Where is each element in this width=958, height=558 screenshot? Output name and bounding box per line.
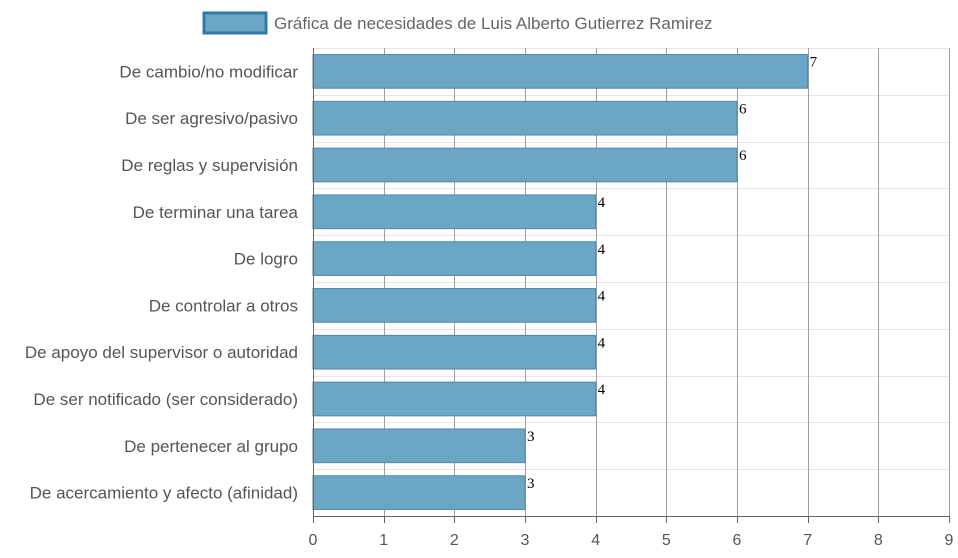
bar <box>312 100 738 136</box>
bar <box>312 147 738 183</box>
x-tick-label: 0 <box>309 532 318 549</box>
data-label: 4 <box>598 195 606 211</box>
data-label: 4 <box>598 382 606 398</box>
bar <box>312 241 597 276</box>
chart-bars <box>312 54 809 510</box>
bar <box>312 194 597 230</box>
data-label: 6 <box>739 101 747 117</box>
bar <box>312 288 597 323</box>
bar <box>312 428 526 464</box>
x-tick-label: 9 <box>945 532 954 549</box>
data-label: 7 <box>810 55 818 71</box>
chart-legend[interactable]: Gráfica de necesidades de Luis Alberto G… <box>202 11 712 35</box>
category-label: De ser agresivo/pasivo <box>125 109 298 128</box>
legend-swatch[interactable] <box>202 11 268 35</box>
category-label: De apoyo del supervisor o autoridad <box>25 343 298 362</box>
x-tick-label: 6 <box>733 532 742 549</box>
category-label: De terminar una tarea <box>133 203 299 222</box>
x-tick-label: 8 <box>874 532 883 549</box>
category-label: De pertenecer al grupo <box>124 437 298 456</box>
data-label: 4 <box>598 289 606 305</box>
x-tick-label: 1 <box>379 532 388 549</box>
legend-label[interactable]: Gráfica de necesidades de Luis Alberto G… <box>274 14 712 33</box>
x-tick-label: 4 <box>591 532 600 549</box>
category-label: De acercamiento y afecto (afinidad) <box>30 484 298 503</box>
bar <box>312 334 597 370</box>
data-label: 4 <box>598 335 606 351</box>
x-tick-label: 3 <box>521 532 530 549</box>
bar <box>312 475 526 510</box>
category-label: De reglas y supervisión <box>121 156 298 175</box>
data-label: 6 <box>739 148 747 164</box>
bar <box>312 54 809 89</box>
bar <box>312 381 597 417</box>
category-label: De logro <box>234 250 298 269</box>
chart-labels: 7 De cambio/no modificar 6 De ser agresivo/… <box>25 55 954 549</box>
x-tick-label: 2 <box>450 532 459 549</box>
data-label: 4 <box>598 242 606 258</box>
x-tick-label: 5 <box>662 532 671 549</box>
x-tick-label: 7 <box>803 532 812 549</box>
chart-axes <box>313 48 950 523</box>
data-label: 3 <box>527 429 535 445</box>
category-label: De controlar a otros <box>149 296 298 315</box>
category-label: De cambio/no modificar <box>119 62 298 81</box>
data-label: 3 <box>527 476 535 492</box>
category-label: De ser notificado (ser considerado) <box>33 390 298 409</box>
